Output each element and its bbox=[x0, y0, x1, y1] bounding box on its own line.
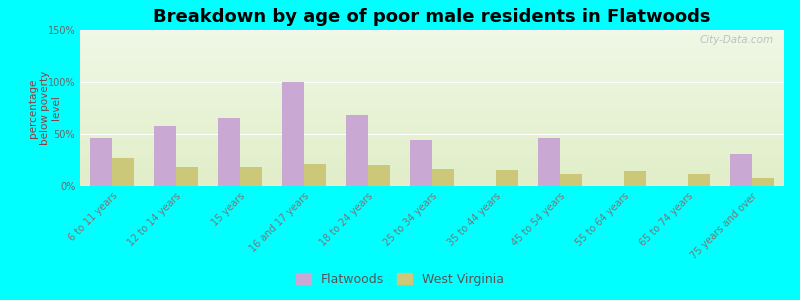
Legend: Flatwoods, West Virginia: Flatwoods, West Virginia bbox=[291, 268, 509, 291]
Bar bbox=[432, 169, 454, 186]
Y-axis label: percentage
below poverty
level: percentage below poverty level bbox=[28, 71, 62, 145]
Bar bbox=[368, 165, 390, 186]
Bar bbox=[304, 164, 326, 186]
Bar bbox=[688, 173, 710, 186]
Bar bbox=[410, 140, 432, 186]
Bar bbox=[240, 167, 262, 186]
Text: City-Data.com: City-Data.com bbox=[699, 35, 774, 45]
Bar bbox=[346, 115, 368, 186]
Bar bbox=[90, 138, 112, 186]
Bar bbox=[176, 167, 198, 186]
Bar bbox=[218, 118, 240, 186]
Bar bbox=[282, 82, 304, 186]
Bar bbox=[538, 138, 560, 186]
Bar bbox=[730, 154, 752, 186]
Bar bbox=[154, 126, 176, 186]
Bar bbox=[752, 178, 774, 186]
Bar bbox=[112, 158, 134, 186]
Bar bbox=[624, 171, 646, 186]
Title: Breakdown by age of poor male residents in Flatwoods: Breakdown by age of poor male residents … bbox=[154, 8, 710, 26]
Bar bbox=[496, 170, 518, 186]
Bar bbox=[560, 173, 582, 186]
